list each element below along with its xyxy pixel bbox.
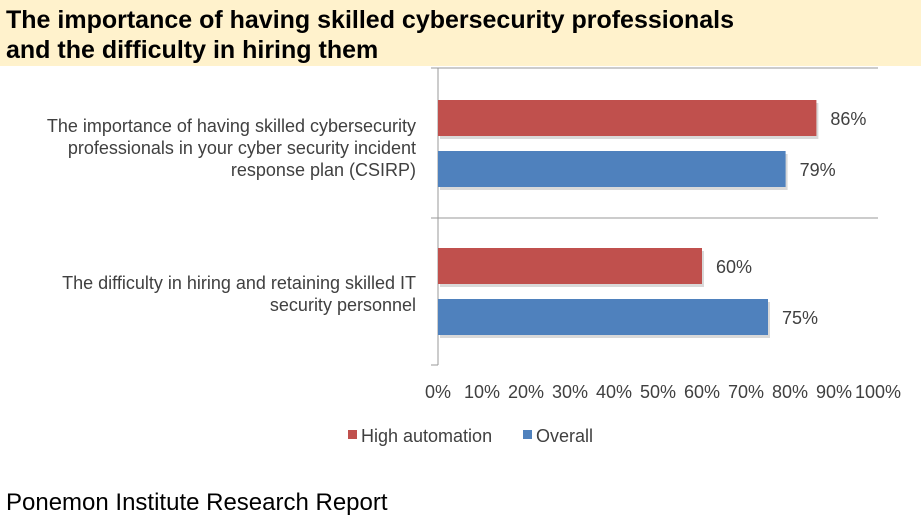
x-tick-label: 40% bbox=[596, 382, 632, 402]
title-band: The importance of having skilled cyberse… bbox=[0, 0, 921, 66]
x-tick-label: 10% bbox=[464, 382, 500, 402]
data-label: 86% bbox=[830, 109, 866, 129]
category-label-line: The difficulty in hiring and retaining s… bbox=[62, 273, 416, 293]
bar-high-automation-1 bbox=[438, 248, 702, 284]
x-tick-label: 70% bbox=[728, 382, 764, 402]
data-label: 79% bbox=[800, 160, 836, 180]
x-tick-label: 50% bbox=[640, 382, 676, 402]
chart-title-line-1: The importance of having skilled cyberse… bbox=[6, 6, 735, 34]
x-tick-label: 60% bbox=[684, 382, 720, 402]
x-tick-label: 90% bbox=[816, 382, 852, 402]
chart-title-line-2: and the difficulty in hiring them bbox=[6, 36, 379, 64]
category-label-line: response plan (CSIRP) bbox=[231, 160, 416, 180]
bar-overall-1 bbox=[438, 299, 768, 335]
bar-overall-0 bbox=[438, 151, 786, 187]
x-tick-label: 0% bbox=[425, 382, 451, 402]
category-label-line: professionals in your cyber security inc… bbox=[68, 138, 416, 158]
bar-chart: 86% 79% The importance of having skilled c… bbox=[47, 67, 901, 446]
legend-label-0: High automation bbox=[361, 426, 492, 446]
category-label-line: The importance of having skilled cyberse… bbox=[47, 116, 416, 136]
data-label: 75% bbox=[782, 308, 818, 328]
category-label-line: security personnel bbox=[270, 295, 416, 315]
legend-swatch-0 bbox=[348, 430, 357, 439]
x-tick-label: 80% bbox=[772, 382, 808, 402]
x-tick-label: 100% bbox=[855, 382, 901, 402]
legend-label-1: Overall bbox=[536, 426, 593, 446]
x-tick-label: 20% bbox=[508, 382, 544, 402]
data-label: 60% bbox=[716, 257, 752, 277]
x-tick-label: 30% bbox=[552, 382, 588, 402]
source-note: Ponemon Institute Research Report bbox=[6, 489, 388, 516]
bar-high-automation-0 bbox=[438, 100, 817, 136]
legend-swatch-1 bbox=[523, 430, 532, 439]
